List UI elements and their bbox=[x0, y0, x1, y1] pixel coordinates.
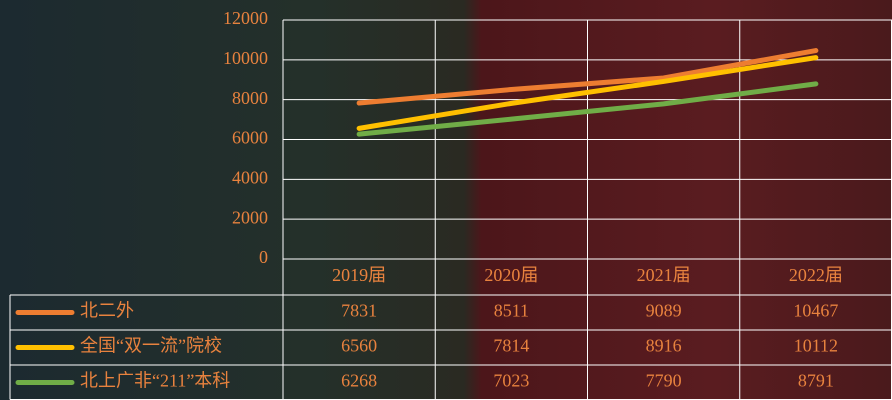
table-value: 6268 bbox=[341, 371, 377, 391]
table-value: 7814 bbox=[493, 336, 529, 356]
table-value: 7831 bbox=[341, 301, 377, 321]
table-value: 8916 bbox=[646, 336, 682, 356]
legend-label: 全国“双一流”院校 bbox=[80, 336, 222, 356]
table-value: 10112 bbox=[794, 336, 838, 356]
y-tick-label: 4000 bbox=[232, 167, 268, 187]
table-value: 8791 bbox=[798, 371, 834, 391]
legend-label: 北二外 bbox=[80, 301, 134, 321]
table-value: 7023 bbox=[493, 371, 529, 391]
y-tick-label: 8000 bbox=[232, 88, 268, 108]
series-line bbox=[356, 55, 819, 131]
x-tick-label: 2022届 bbox=[789, 265, 843, 285]
table-value: 6560 bbox=[341, 336, 377, 356]
x-tick-label: 2019届 bbox=[332, 265, 386, 285]
y-tick-label: 2000 bbox=[232, 207, 268, 227]
table-value: 10467 bbox=[793, 301, 838, 321]
series-line bbox=[356, 81, 819, 137]
y-tick-label: 10000 bbox=[223, 48, 268, 68]
y-tick-label: 12000 bbox=[223, 8, 268, 28]
y-tick-label: 0 bbox=[259, 247, 268, 267]
series-line bbox=[356, 48, 819, 106]
table-value: 8511 bbox=[494, 301, 529, 321]
x-tick-label: 2020届 bbox=[484, 265, 538, 285]
x-tick-label: 2021届 bbox=[637, 265, 691, 285]
legend-label: 北上广非“211”本科 bbox=[80, 371, 230, 391]
y-tick-label: 6000 bbox=[232, 128, 268, 148]
table-value: 7790 bbox=[646, 371, 682, 391]
table-value: 9089 bbox=[646, 301, 682, 321]
